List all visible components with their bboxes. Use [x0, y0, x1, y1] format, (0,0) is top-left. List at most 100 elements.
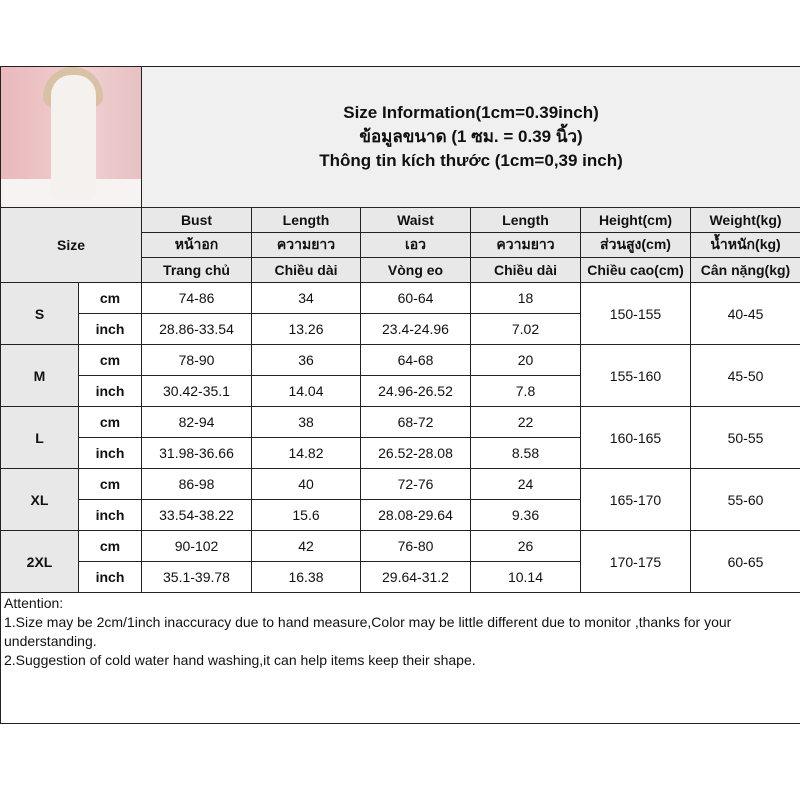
value-cell: 60-64: [360, 282, 471, 314]
value-cell: 38: [251, 406, 361, 438]
size-cell: M: [0, 344, 79, 407]
note-line: 1.Size may be 2cm/1inch inaccuracy due t…: [4, 614, 732, 649]
value-cell: 14.04: [251, 375, 361, 407]
value-cell: 7.8: [470, 375, 581, 407]
table-row: 2XL cm 90-102 42 76-80 26 170-175 60-65: [0, 530, 800, 593]
weight-cell: 60-65: [689, 530, 800, 593]
value-cell: 34: [251, 282, 361, 314]
table-row: inch 35.1-39.78 16.38 29.64-31.2 10.14: [1, 561, 800, 593]
value-cell: 9.36: [470, 499, 581, 531]
unit-cell: inch: [78, 561, 142, 593]
value-cell: 20: [470, 344, 581, 376]
value-cell: 22: [470, 406, 581, 438]
value-cell: 33.54-38.22: [141, 499, 252, 531]
notes-cell: Attention: 1.Size may be 2cm/1inch inaccu…: [0, 592, 800, 724]
value-cell: 23.4-24.96: [360, 313, 471, 345]
column-header: Chiều cao(cm): [580, 257, 691, 283]
title-en: Size Information(1cm=0.39inch): [343, 103, 599, 122]
value-cell: 28.08-29.64: [360, 499, 471, 531]
note-line: 2.Suggestion of cold water hand washing,…: [4, 652, 476, 668]
title-vi: Thông tin kích thước (1cm=0,39 inch): [319, 151, 623, 170]
size-cell: S: [0, 282, 79, 345]
title-th: ข้อมูลขนาด (1 ซม. = 0.39 นิ้ว): [359, 127, 583, 146]
height-cell: 165-170: [580, 468, 691, 531]
size-header: Size: [0, 207, 142, 283]
value-cell: 36: [251, 344, 361, 376]
product-photo: [0, 66, 142, 208]
value-cell: 14.82: [251, 437, 361, 469]
height-cell: 155-160: [580, 344, 691, 407]
notes-row: Attention: 1.Size may be 2cm/1inch inaccu…: [0, 592, 800, 724]
value-cell: 74-86: [141, 282, 252, 314]
value-cell: 28.86-33.54: [141, 313, 252, 345]
value-cell: 7.02: [470, 313, 581, 345]
photo-model: [51, 75, 96, 200]
value-cell: 72-76: [360, 468, 471, 500]
column-header: Bust: [141, 207, 252, 233]
weight-cell: 50-55: [689, 406, 800, 469]
column-header: ส่วนสูง(cm): [580, 232, 691, 258]
value-cell: 40: [251, 468, 361, 500]
value-cell: 35.1-39.78: [141, 561, 252, 593]
weight-cell: 55-60: [689, 468, 800, 531]
unit-cell: cm: [78, 282, 142, 314]
value-cell: 31.98-36.66: [141, 437, 252, 469]
value-cell: 26.52-28.08: [360, 437, 471, 469]
column-header: Length: [470, 207, 581, 233]
value-cell: 90-102: [141, 530, 252, 562]
unit-cell: cm: [78, 406, 142, 438]
unit-cell: cm: [78, 530, 142, 562]
unit-cell: inch: [78, 499, 142, 531]
unit-cell: inch: [78, 313, 142, 345]
size-table: Size Information(1cm=0.39inch) ข้อมูลขนา…: [0, 66, 800, 724]
column-header: Length: [251, 207, 361, 233]
header-row: Size Bust Length Waist Length Height(cm) Weigh…: [0, 207, 800, 283]
note-line: Attention:: [4, 595, 64, 611]
value-cell: 13.26: [251, 313, 361, 345]
column-header: ความยาว: [470, 232, 581, 258]
value-cell: 68-72: [360, 406, 471, 438]
table-row: XL cm 86-98 40 72-76 24 165-170 55-60: [0, 468, 800, 531]
header-row: หน้าอก ความยาว เอว ความยาว ส่วนสูง(cm) น้ำหนั…: [1, 232, 800, 258]
value-cell: 76-80: [360, 530, 471, 562]
title-cell: Size Information(1cm=0.39inch) ข้อมูลขนา…: [140, 66, 800, 208]
value-cell: 26: [470, 530, 581, 562]
column-header: น้ำหนัก(kg): [689, 232, 800, 258]
weight-cell: 40-45: [689, 282, 800, 345]
height-cell: 160-165: [580, 406, 691, 469]
table-row: inch 30.42-35.1 14.04 24.96-26.52 7.8: [1, 375, 800, 407]
size-cell: L: [0, 406, 79, 469]
size-chart: Size Information(1cm=0.39inch) ข้อมูลขนา…: [0, 66, 800, 724]
column-header: Waist: [360, 207, 471, 233]
value-cell: 15.6: [251, 499, 361, 531]
value-cell: 82-94: [141, 406, 252, 438]
header-row: Trang chủ Chiều dài Vòng eo Chiều dài Chiều …: [1, 257, 800, 283]
column-header: Chiều dài: [470, 257, 581, 283]
weight-cell: 45-50: [689, 344, 800, 407]
column-header: Weight(kg): [689, 207, 800, 233]
value-cell: 64-68: [360, 344, 471, 376]
value-cell: 10.14: [470, 561, 581, 593]
value-cell: 16.38: [251, 561, 361, 593]
unit-cell: inch: [78, 437, 142, 469]
column-header: Trang chủ: [141, 257, 252, 283]
value-cell: 86-98: [141, 468, 252, 500]
column-header: Height(cm): [580, 207, 691, 233]
value-cell: 29.64-31.2: [360, 561, 471, 593]
value-cell: 30.42-35.1: [141, 375, 252, 407]
height-cell: 150-155: [580, 282, 691, 345]
value-cell: 8.58: [470, 437, 581, 469]
unit-cell: cm: [78, 468, 142, 500]
table-row: inch 31.98-36.66 14.82 26.52-28.08 8.58: [1, 437, 800, 469]
column-header: Vòng eo: [360, 257, 471, 283]
table-row: inch 28.86-33.54 13.26 23.4-24.96 7.02: [1, 313, 800, 345]
value-cell: 24.96-26.52: [360, 375, 471, 407]
value-cell: 24: [470, 468, 581, 500]
size-cell: 2XL: [0, 530, 79, 593]
value-cell: 18: [470, 282, 581, 314]
unit-cell: cm: [78, 344, 142, 376]
value-cell: 78-90: [141, 344, 252, 376]
